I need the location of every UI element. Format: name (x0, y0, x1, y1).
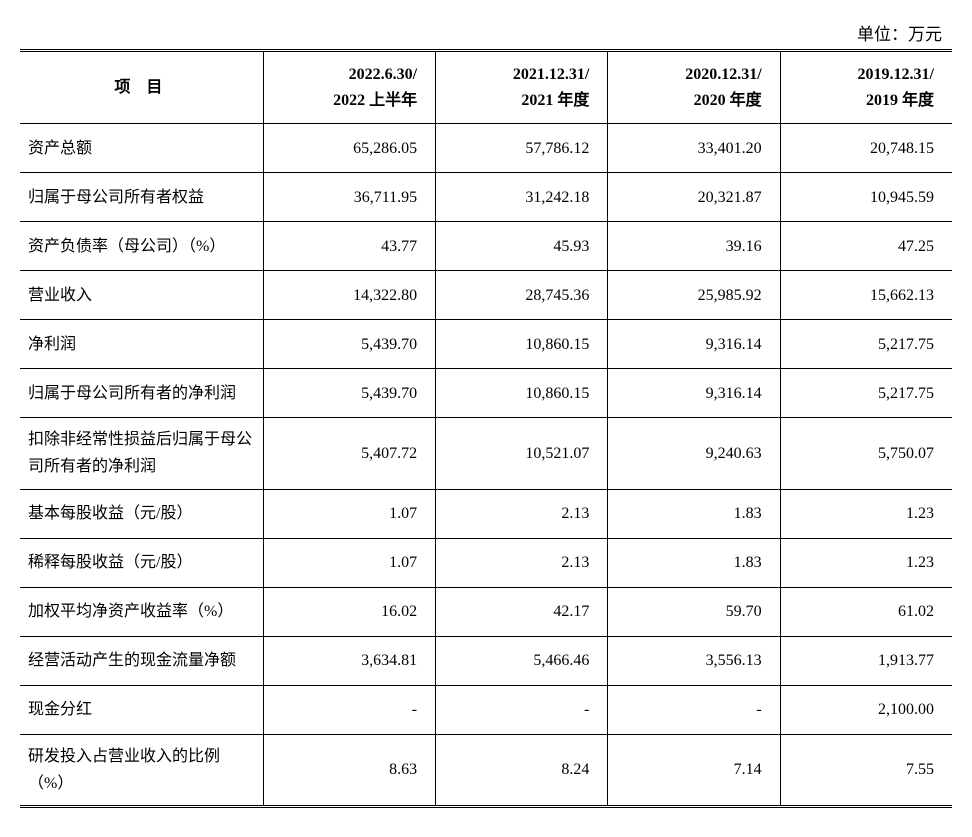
row-item-label: 研发投入占营业收入的比例（%） (20, 734, 263, 806)
row-value-2: 2.13 (436, 489, 608, 538)
row-item-label: 营业收入 (20, 271, 263, 320)
row-value-4: 1,913.77 (780, 636, 952, 685)
row-value-3: 1.83 (608, 489, 780, 538)
header-period-1-line2: 2022 上半年 (333, 92, 417, 109)
row-value-3: 59.70 (608, 587, 780, 636)
row-item-label: 经营活动产生的现金流量净额 (20, 636, 263, 685)
row-value-4: 5,217.75 (780, 369, 952, 418)
row-value-1: 14,322.80 (263, 271, 435, 320)
table-row: 加权平均净资产收益率（%）16.0242.1759.7061.02 (20, 587, 952, 636)
row-item-label: 资产总额 (20, 124, 263, 173)
row-value-4: 5,217.75 (780, 320, 952, 369)
row-value-4: 15,662.13 (780, 271, 952, 320)
header-period-1-line1: 2022.6.30/ (349, 66, 417, 83)
row-value-1: 5,439.70 (263, 320, 435, 369)
row-value-4: 5,750.07 (780, 418, 952, 489)
row-value-4: 61.02 (780, 587, 952, 636)
table-row: 经营活动产生的现金流量净额3,634.815,466.463,556.131,9… (20, 636, 952, 685)
table-row: 研发投入占营业收入的比例（%）8.638.247.147.55 (20, 734, 952, 806)
row-value-3: 9,240.63 (608, 418, 780, 489)
header-period-4: 2019.12.31/ 2019 年度 (780, 51, 952, 124)
row-value-3: 9,316.14 (608, 369, 780, 418)
row-value-1: 5,407.72 (263, 418, 435, 489)
row-value-3: - (608, 685, 780, 734)
header-period-2-line1: 2021.12.31/ (513, 66, 589, 83)
row-value-4: 20,748.15 (780, 124, 952, 173)
row-value-2: 45.93 (436, 222, 608, 271)
row-value-3: 1.83 (608, 538, 780, 587)
table-row: 资产负债率（母公司）（%）43.7745.9339.1647.25 (20, 222, 952, 271)
row-item-label: 净利润 (20, 320, 263, 369)
row-item-label: 资产负债率（母公司）（%） (20, 222, 263, 271)
row-value-3: 9,316.14 (608, 320, 780, 369)
row-value-2: 28,745.36 (436, 271, 608, 320)
row-value-1: 8.63 (263, 734, 435, 806)
unit-label: 单位：万元 (20, 20, 952, 45)
row-value-1: 16.02 (263, 587, 435, 636)
table-body: 资产总额65,286.0557,786.1233,401.2020,748.15… (20, 124, 952, 807)
table-row: 基本每股收益（元/股）1.072.131.831.23 (20, 489, 952, 538)
row-value-4: 2,100.00 (780, 685, 952, 734)
table-row: 归属于母公司所有者权益36,711.9531,242.1820,321.8710… (20, 173, 952, 222)
header-period-2-line2: 2021 年度 (521, 92, 589, 109)
table-row: 稀释每股收益（元/股）1.072.131.831.23 (20, 538, 952, 587)
row-value-2: 2.13 (436, 538, 608, 587)
header-period-1: 2022.6.30/ 2022 上半年 (263, 51, 435, 124)
row-item-label: 稀释每股收益（元/股） (20, 538, 263, 587)
header-period-4-line2: 2019 年度 (866, 92, 934, 109)
row-value-4: 1.23 (780, 538, 952, 587)
header-period-3-line2: 2020 年度 (694, 92, 762, 109)
table-row: 归属于母公司所有者的净利润5,439.7010,860.159,316.145,… (20, 369, 952, 418)
row-value-2: 42.17 (436, 587, 608, 636)
row-value-1: 5,439.70 (263, 369, 435, 418)
table-header-row: 项 目 2022.6.30/ 2022 上半年 2021.12.31/ 2021… (20, 51, 952, 124)
row-value-1: 36,711.95 (263, 173, 435, 222)
row-value-1: 65,286.05 (263, 124, 435, 173)
row-value-1: 1.07 (263, 538, 435, 587)
row-value-3: 3,556.13 (608, 636, 780, 685)
row-value-2: 10,860.15 (436, 320, 608, 369)
header-item: 项 目 (20, 51, 263, 124)
financial-table: 项 目 2022.6.30/ 2022 上半年 2021.12.31/ 2021… (20, 49, 952, 808)
row-value-2: - (436, 685, 608, 734)
row-value-3: 39.16 (608, 222, 780, 271)
row-value-3: 20,321.87 (608, 173, 780, 222)
header-period-3: 2020.12.31/ 2020 年度 (608, 51, 780, 124)
header-period-3-line1: 2020.12.31/ (685, 66, 761, 83)
row-item-label: 扣除非经常性损益后归属于母公司所有者的净利润 (20, 418, 263, 489)
row-value-2: 10,521.07 (436, 418, 608, 489)
row-value-2: 5,466.46 (436, 636, 608, 685)
row-value-1: 3,634.81 (263, 636, 435, 685)
table-row: 净利润5,439.7010,860.159,316.145,217.75 (20, 320, 952, 369)
header-period-2: 2021.12.31/ 2021 年度 (436, 51, 608, 124)
row-item-label: 现金分红 (20, 685, 263, 734)
row-value-4: 7.55 (780, 734, 952, 806)
row-value-2: 57,786.12 (436, 124, 608, 173)
row-value-2: 8.24 (436, 734, 608, 806)
row-value-1: 43.77 (263, 222, 435, 271)
row-value-3: 7.14 (608, 734, 780, 806)
row-value-3: 25,985.92 (608, 271, 780, 320)
table-row: 资产总额65,286.0557,786.1233,401.2020,748.15 (20, 124, 952, 173)
row-item-label: 归属于母公司所有者的净利润 (20, 369, 263, 418)
row-item-label: 归属于母公司所有者权益 (20, 173, 263, 222)
row-value-1: - (263, 685, 435, 734)
row-item-label: 加权平均净资产收益率（%） (20, 587, 263, 636)
row-value-4: 10,945.59 (780, 173, 952, 222)
row-value-4: 47.25 (780, 222, 952, 271)
row-item-label: 基本每股收益（元/股） (20, 489, 263, 538)
row-value-3: 33,401.20 (608, 124, 780, 173)
header-period-4-line1: 2019.12.31/ (858, 66, 934, 83)
row-value-2: 31,242.18 (436, 173, 608, 222)
table-row: 营业收入14,322.8028,745.3625,985.9215,662.13 (20, 271, 952, 320)
row-value-2: 10,860.15 (436, 369, 608, 418)
table-row: 扣除非经常性损益后归属于母公司所有者的净利润5,407.7210,521.079… (20, 418, 952, 489)
row-value-1: 1.07 (263, 489, 435, 538)
row-value-4: 1.23 (780, 489, 952, 538)
table-row: 现金分红---2,100.00 (20, 685, 952, 734)
